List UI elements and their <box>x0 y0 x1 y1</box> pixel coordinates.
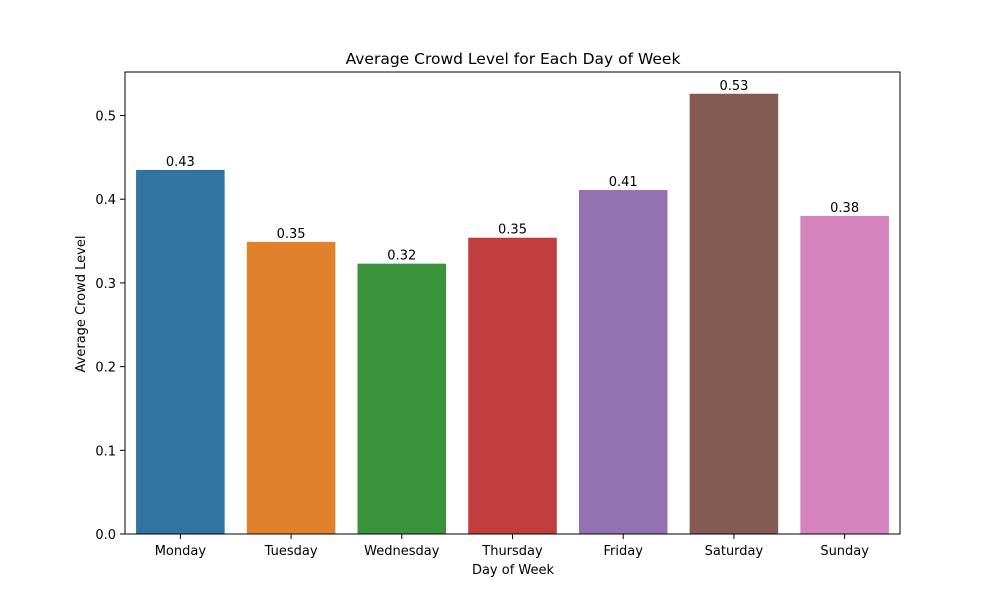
bar-wednesday <box>357 263 447 534</box>
x-tick-label-saturday: Saturday <box>705 544 764 559</box>
x-tick-label-wednesday: Wednesday <box>364 544 440 559</box>
bar-saturday <box>689 93 779 535</box>
data-label-friday: 0.41 <box>609 175 638 190</box>
data-label-saturday: 0.53 <box>719 79 748 94</box>
chart-title: Average Crowd Level for Each Day of Week <box>346 50 681 68</box>
y-tick-label: 0.3 <box>95 277 116 292</box>
x-tick-label-friday: Friday <box>604 544 644 559</box>
y-tick-label: 0.4 <box>95 193 116 208</box>
bars-group <box>136 93 889 535</box>
data-label-monday: 0.43 <box>166 155 195 170</box>
y-tick-label: 0.5 <box>95 110 116 125</box>
data-labels-group: 0.43 0.35 0.32 0.35 0.41 0.53 0.38 <box>166 79 859 264</box>
bar-thursday <box>468 237 557 534</box>
bar-sunday <box>800 215 889 534</box>
x-tick-label-monday: Monday <box>155 544 207 559</box>
y-axis-label: Average Crowd Level <box>74 236 89 373</box>
x-axis-label: Day of Week <box>472 563 555 578</box>
y-tick-label: 0.0 <box>95 528 116 543</box>
x-tick-label-sunday: Sunday <box>820 544 869 559</box>
bar-monday <box>136 169 225 534</box>
bar-friday <box>578 190 668 534</box>
x-tick-label-thursday: Thursday <box>481 544 543 559</box>
x-tick-label-tuesday: Tuesday <box>264 544 318 559</box>
data-label-sunday: 0.38 <box>830 201 859 216</box>
plot-frame <box>124 71 901 535</box>
y-tick-label: 0.2 <box>95 361 116 376</box>
data-label-wednesday: 0.32 <box>387 249 416 264</box>
bar-tuesday <box>246 241 336 535</box>
data-label-thursday: 0.35 <box>498 223 527 238</box>
axes-group: Monday Tuesday Wednesday Thursday Friday Satu… <box>95 71 901 559</box>
y-tick-label: 0.1 <box>95 444 116 459</box>
data-label-tuesday: 0.35 <box>277 227 306 242</box>
